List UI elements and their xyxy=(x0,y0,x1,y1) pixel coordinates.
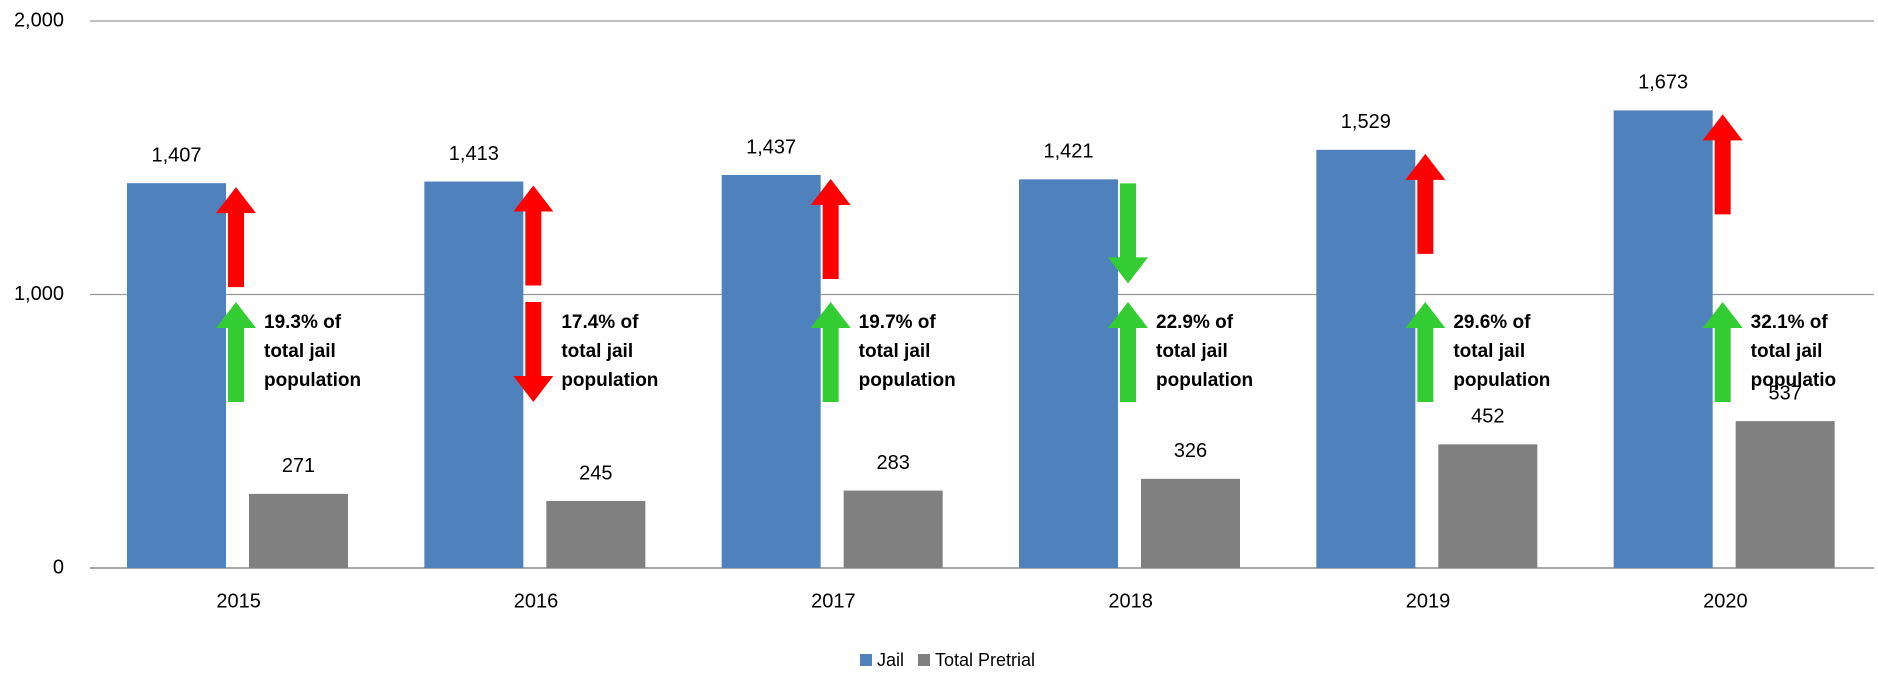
annotation: population xyxy=(264,370,361,391)
bar xyxy=(1735,421,1835,568)
x-tick-label: 2018 xyxy=(1108,590,1153,612)
value-label: 1,413 xyxy=(449,143,499,165)
arrow xyxy=(1702,302,1743,402)
annotation: population xyxy=(561,370,658,391)
annotation: total jail xyxy=(859,341,931,362)
annotation: total jail xyxy=(1453,341,1525,362)
annotation: 22.9% of xyxy=(1156,312,1234,333)
arrow xyxy=(1108,183,1148,284)
x-tick-label: 2020 xyxy=(1703,590,1748,612)
bar xyxy=(127,183,226,569)
annotation: 19.3% of xyxy=(264,312,342,333)
value-label: 326 xyxy=(1174,440,1207,462)
annotation: total jail xyxy=(1156,341,1228,362)
arrow xyxy=(1108,302,1148,402)
value-label: 1,437 xyxy=(746,136,796,158)
y-tick-label: 2,000 xyxy=(14,9,64,31)
y-tick-label: 1,000 xyxy=(14,283,64,305)
annotation: 17.4% of xyxy=(561,312,639,333)
value-label: 283 xyxy=(876,452,909,474)
legend-swatch xyxy=(918,654,931,666)
annotation: total jail xyxy=(561,341,633,362)
y-tick-label: 0 xyxy=(53,556,64,578)
value-label: 1,407 xyxy=(151,144,201,166)
arrow xyxy=(216,302,256,402)
bar xyxy=(1316,149,1416,569)
value-label: 1,673 xyxy=(1638,72,1688,94)
bar xyxy=(721,174,821,568)
value-label: 1,421 xyxy=(1043,141,1093,163)
arrow xyxy=(1405,302,1446,402)
annotation: population xyxy=(1453,370,1550,391)
arrow xyxy=(1702,114,1743,215)
bar xyxy=(546,500,646,568)
bar xyxy=(1019,179,1118,568)
arrow xyxy=(216,187,256,288)
legend-label: Total Pretrial xyxy=(935,650,1035,670)
value-label: 1,529 xyxy=(1341,111,1391,133)
bar xyxy=(843,490,943,568)
value-label: 271 xyxy=(282,455,315,477)
arrow xyxy=(810,178,851,279)
arrow xyxy=(1405,153,1446,254)
x-tick-label: 2015 xyxy=(216,590,261,612)
annotation: populatio xyxy=(1751,370,1836,391)
bar xyxy=(1438,444,1538,568)
bar xyxy=(1613,110,1713,568)
value-label: 245 xyxy=(579,462,612,484)
bar xyxy=(249,493,348,568)
legend-swatch xyxy=(860,654,872,666)
arrow xyxy=(513,185,554,286)
value-label: 452 xyxy=(1471,406,1504,428)
x-tick-label: 2017 xyxy=(811,590,856,612)
annotation: 19.7% of xyxy=(859,312,937,333)
annotation: population xyxy=(859,370,956,391)
legend-label: Jail xyxy=(877,650,904,670)
bar xyxy=(1141,478,1240,568)
annotation: 29.6% of xyxy=(1453,312,1531,333)
value-label: 537 xyxy=(1768,382,1801,404)
arrow xyxy=(513,302,554,402)
x-tick-label: 2016 xyxy=(514,590,559,612)
x-tick-label: 2019 xyxy=(1406,590,1451,612)
annotation: total jail xyxy=(264,341,336,362)
annotation: 32.1% of xyxy=(1751,312,1829,333)
arrow xyxy=(810,302,851,402)
bar xyxy=(424,181,524,568)
annotation: population xyxy=(1156,370,1253,391)
annotation: total jail xyxy=(1751,341,1823,362)
